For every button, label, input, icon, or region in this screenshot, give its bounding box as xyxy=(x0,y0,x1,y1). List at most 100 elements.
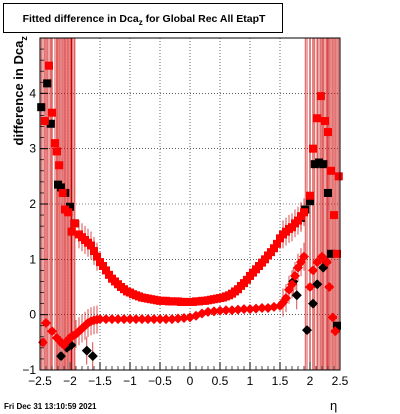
x-tick-label: −0.5 xyxy=(148,374,172,388)
data-point-diamond xyxy=(312,257,323,268)
data-point-diamond xyxy=(119,314,129,325)
data-point-diamond xyxy=(327,312,338,323)
data-point-square xyxy=(310,160,319,169)
marker-layer xyxy=(37,61,343,362)
data-point-square xyxy=(58,188,67,197)
data-point-square xyxy=(273,239,281,248)
y-tick-label: 0 xyxy=(29,308,36,322)
data-point-square xyxy=(67,227,76,236)
y-tick-label: 1 xyxy=(29,252,36,266)
y-axis-label-subscript: z xyxy=(18,36,29,41)
x-tick-label: 0 xyxy=(187,374,194,388)
data-point-square xyxy=(37,103,46,112)
data-point-square xyxy=(324,188,332,197)
data-point-diamond xyxy=(179,312,189,323)
data-point-square xyxy=(52,147,61,156)
data-point-square xyxy=(324,128,332,137)
y-tick-label: 4 xyxy=(29,86,36,100)
data-point-square xyxy=(64,208,73,217)
x-tick-label: 2.5 xyxy=(332,374,349,388)
data-point-diamond xyxy=(305,282,315,292)
data-point-square xyxy=(70,219,79,228)
data-point-diamond xyxy=(239,304,249,315)
data-point-square xyxy=(43,79,52,88)
data-point-diamond xyxy=(299,251,309,262)
y-axis-label-main: difference in Dca xyxy=(11,40,27,146)
data-point-diamond xyxy=(209,306,219,317)
data-point-diamond xyxy=(324,282,335,292)
x-tick-label: 2 xyxy=(307,374,314,388)
data-point-diamond xyxy=(317,251,327,262)
data-point-diamond xyxy=(308,298,318,309)
data-point-square xyxy=(93,252,101,261)
data-point-diamond xyxy=(291,290,302,301)
x-tick-label: −2.5 xyxy=(28,374,52,388)
data-point-diamond xyxy=(155,314,165,325)
data-point-diamond xyxy=(281,293,291,304)
data-point-diamond xyxy=(257,303,267,314)
data-point-diamond xyxy=(87,351,98,362)
data-point-diamond xyxy=(233,304,243,315)
data-point-diamond xyxy=(161,314,171,325)
x-tick-label: 0.5 xyxy=(212,374,229,388)
data-point-square xyxy=(48,108,56,117)
y-tick-label: 3 xyxy=(29,142,36,156)
data-point-diamond xyxy=(125,314,135,325)
data-point-square xyxy=(306,191,314,200)
timestamp-footer: Fri Dec 31 13:10:59 2021 xyxy=(4,402,97,411)
data-point-square xyxy=(316,92,325,101)
data-point-diamond xyxy=(131,314,141,325)
data-point-square xyxy=(270,244,278,253)
data-point-diamond xyxy=(290,270,300,281)
data-point-diamond xyxy=(47,326,57,337)
y-axis-label: difference in Dcaz xyxy=(11,11,29,171)
data-point-square xyxy=(40,117,49,125)
data-point-diamond xyxy=(101,314,111,325)
chart-title: Fitted difference in Dcaz for Global Rec… xyxy=(4,13,284,27)
y-tick-label: 2 xyxy=(29,197,36,211)
data-point-square xyxy=(333,321,341,330)
data-point-square xyxy=(87,241,95,250)
data-point-diamond xyxy=(330,326,341,337)
x-axis-label: η xyxy=(330,398,338,413)
data-point-square xyxy=(313,114,322,123)
data-point-diamond xyxy=(81,345,92,356)
x-tick-label: 1.5 xyxy=(272,374,289,388)
chart-title-rest: for Global Rec All EtapT xyxy=(145,13,266,25)
data-point-diamond xyxy=(95,314,105,325)
data-point-square xyxy=(46,119,55,128)
data-point-square xyxy=(330,211,338,220)
x-tick-label: −1 xyxy=(123,374,137,388)
data-point-diamond xyxy=(251,303,261,314)
data-point-diamond xyxy=(321,257,332,268)
data-point-diamond xyxy=(287,279,297,290)
data-point-square xyxy=(309,144,317,153)
chart-title-subscript: z xyxy=(138,18,143,28)
x-tick-label: −1.5 xyxy=(88,374,112,388)
data-point-diamond xyxy=(302,325,312,336)
data-point-square xyxy=(45,61,53,70)
axis-layer: −2.5 −2 −1.5 −1 −0.5 0 0.5 1 1.5 2 2.5 −1 0 1 2 3 4 xyxy=(22,37,349,388)
data-point-diamond xyxy=(173,313,183,324)
data-point-square xyxy=(321,117,329,125)
data-point-diamond xyxy=(203,306,213,317)
data-point-square xyxy=(300,208,308,217)
data-point-diamond xyxy=(221,305,231,316)
data-point-square xyxy=(66,202,74,211)
data-point-square xyxy=(55,161,64,170)
data-point-diamond xyxy=(56,351,66,362)
data-point-square xyxy=(306,197,314,206)
data-point-square xyxy=(319,160,328,169)
data-point-square xyxy=(51,139,59,148)
data-point-square xyxy=(90,247,98,256)
data-point-square xyxy=(102,266,110,275)
data-point-square xyxy=(327,249,335,258)
data-point-diamond xyxy=(167,314,177,325)
data-point-square xyxy=(333,249,341,258)
data-point-square xyxy=(334,172,343,181)
data-point-square xyxy=(99,261,107,270)
data-point-square xyxy=(57,183,65,192)
data-point-diamond xyxy=(107,314,117,325)
chart-title-box: Fitted difference in Dcaz for Global Rec… xyxy=(3,3,283,33)
